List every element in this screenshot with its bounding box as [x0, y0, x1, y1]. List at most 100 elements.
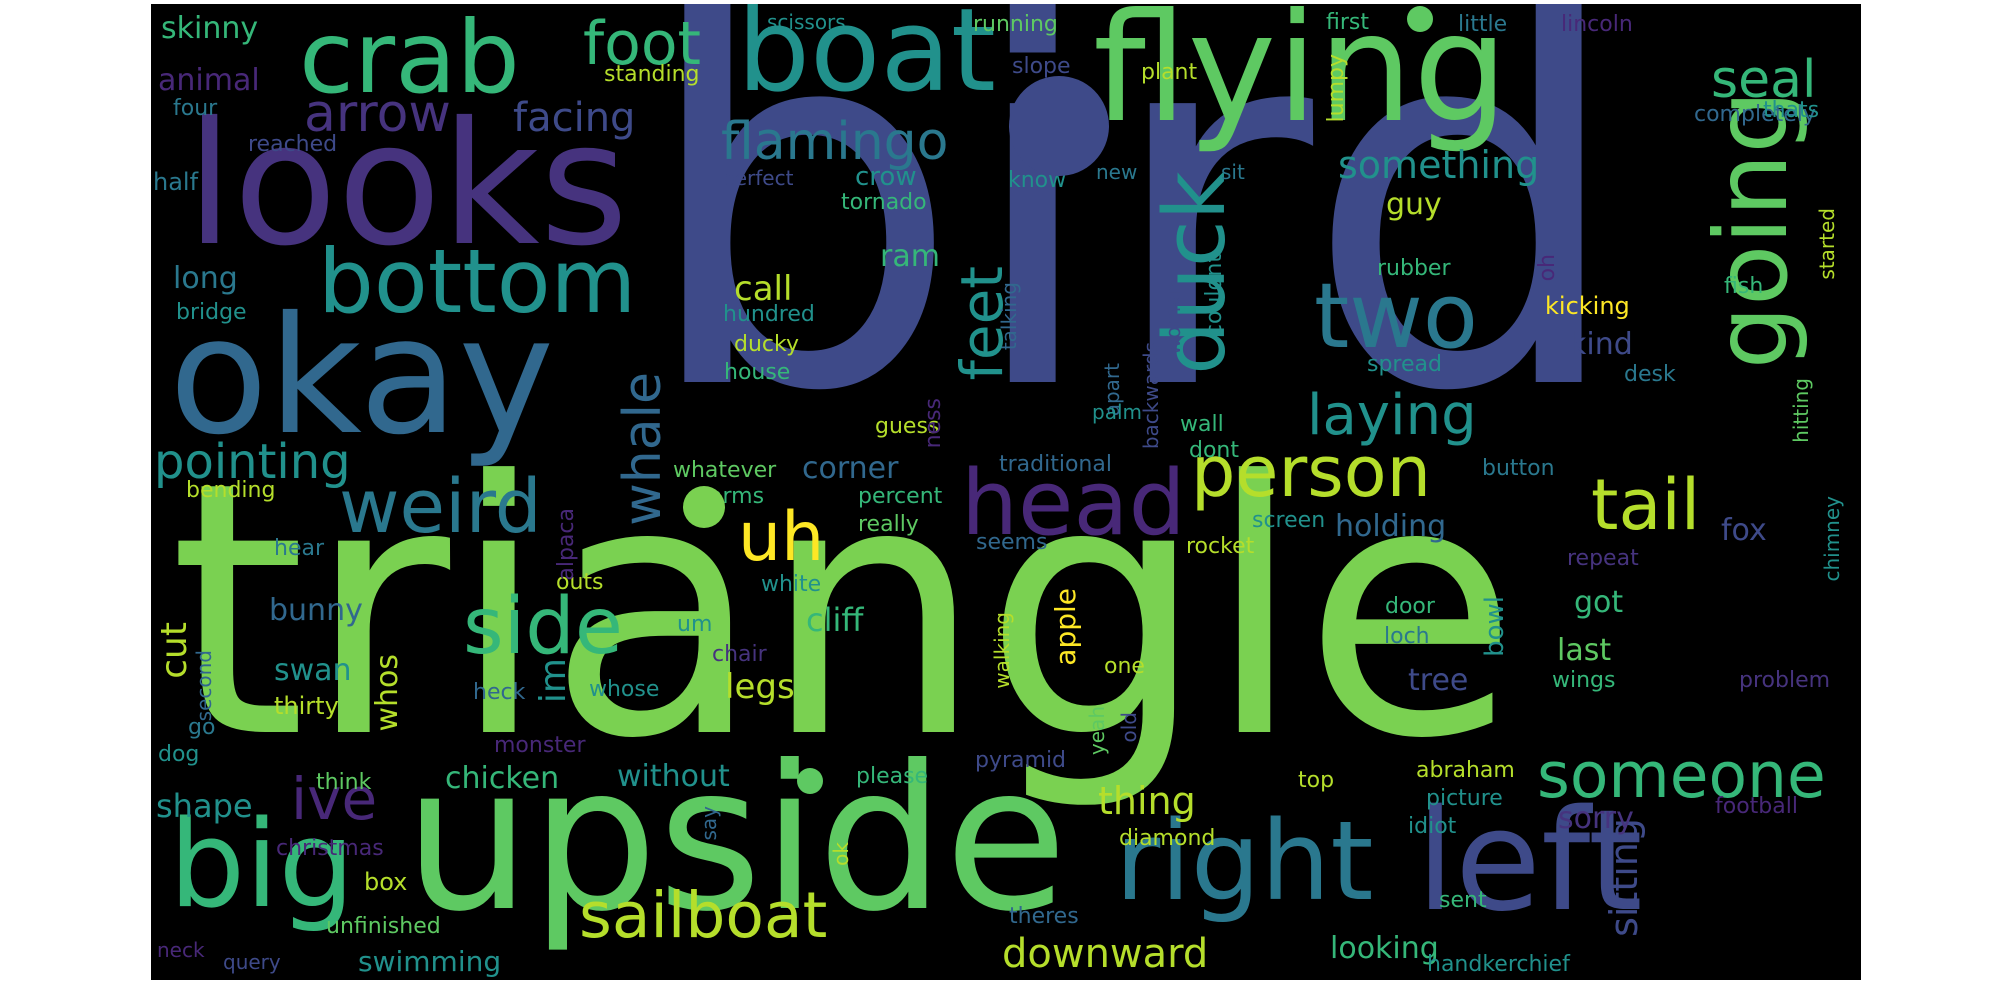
word-dog: dog — [158, 742, 200, 767]
word-ok: ok — [829, 842, 853, 866]
word-half: half — [153, 168, 199, 196]
word-monster: monster — [494, 733, 586, 758]
word-thing: thing — [1098, 779, 1196, 823]
word-kind: kind — [1569, 327, 1633, 362]
word-running: running — [973, 12, 1058, 37]
word-heck: heck — [473, 680, 526, 705]
word-chimney: chimney — [1820, 496, 1844, 582]
word-desk: desk — [1624, 362, 1676, 387]
word-box: box — [364, 868, 408, 896]
word-apple: apple — [1049, 588, 1082, 666]
word-whale: whale — [613, 372, 673, 526]
word-flamingo: flamingo — [721, 112, 949, 172]
word-chair: chair — [712, 642, 767, 667]
word-without: without — [617, 759, 730, 794]
word-kicking: kicking — [1545, 292, 1630, 320]
word-hitting: hitting — [1789, 378, 1813, 443]
word-unfinished: unfinished — [326, 914, 441, 939]
word-thirty: thirty — [274, 692, 339, 720]
word-arrow: arrow — [304, 84, 451, 144]
word-looking: looking — [1330, 931, 1439, 966]
word-whose: whose — [589, 677, 660, 702]
word-lumpy: lumpy — [1324, 54, 1349, 123]
word-first: first — [1326, 10, 1369, 35]
word-white: white — [761, 572, 822, 597]
word-rubber: rubber — [1377, 256, 1451, 281]
word-swan: swan — [274, 653, 352, 688]
word-right: right — [1115, 797, 1374, 925]
word-big: big — [169, 796, 355, 935]
word-sit: sit — [1221, 160, 1245, 184]
word-second: second — [192, 650, 216, 722]
word-little: little — [1458, 12, 1508, 37]
word-swimming: swimming — [358, 945, 502, 978]
word-scissors: scissors — [767, 10, 846, 34]
word-sorry: sorry — [1558, 801, 1634, 836]
word-outs: outs — [556, 570, 604, 595]
word-looks: looks — [186, 86, 629, 284]
word-cloud: bird triangle upside looks okay flying b… — [151, 4, 1861, 980]
word-crow: crow — [855, 162, 917, 192]
word-picture: picture — [1426, 786, 1503, 811]
word-christmas: christmas — [276, 836, 384, 861]
word-woman: woman — [1161, 282, 1185, 356]
word-legs: legs — [725, 667, 795, 707]
word-spread: spread — [1367, 352, 1442, 377]
word-foot: foot — [583, 9, 702, 79]
word-handkerchief: handkerchief — [1427, 952, 1570, 977]
word-pointing: pointing — [154, 434, 351, 490]
word-fish: fish — [1724, 274, 1764, 299]
word-tree: tree — [1408, 663, 1469, 698]
word-dont: dont — [1189, 438, 1239, 463]
word-problem: problem — [1739, 668, 1831, 693]
word-sailboat: sailboat — [579, 879, 828, 952]
word-weird: weird — [339, 464, 542, 550]
word-hundred: hundred — [723, 302, 815, 327]
word-ive: ive — [291, 765, 378, 833]
word-okay: okay — [169, 283, 555, 471]
word-go: go — [188, 715, 216, 740]
word-left: left — [1416, 780, 1643, 943]
word-alpaca: alpaca — [554, 508, 579, 581]
word-football: football — [1715, 794, 1798, 819]
word-backwards: backwards — [1139, 342, 1163, 450]
word-call: call — [734, 269, 793, 309]
word-triangle: triangle — [169, 407, 1519, 815]
word-yeah: yeah — [1085, 706, 1109, 756]
word-bridge: bridge — [176, 300, 247, 325]
word-traditional: traditional — [999, 452, 1112, 477]
word-started: started — [1815, 208, 1839, 280]
word-slope: slope — [1012, 54, 1071, 79]
word-upside: upside — [404, 723, 1068, 956]
word-animal: animal — [158, 63, 260, 98]
word-abraham: abraham — [1416, 758, 1515, 783]
word-guy: guy — [1386, 187, 1442, 222]
word-door: door — [1385, 594, 1435, 619]
word-tornado: tornado — [841, 190, 927, 215]
word-talking: talking — [997, 282, 1021, 351]
word-reached: reached — [248, 132, 338, 157]
word-holding: holding — [1335, 509, 1447, 544]
word-bending: bending — [186, 478, 276, 503]
word-something: something — [1338, 143, 1540, 187]
word-perfect: perfect — [722, 166, 794, 190]
word-house: house — [724, 360, 791, 385]
word-repeat: repeat — [1567, 546, 1639, 571]
word-say: say — [697, 806, 721, 841]
word-tail: tail — [1591, 464, 1701, 546]
word-query: query — [223, 950, 281, 974]
word-corner: corner — [802, 451, 899, 486]
word-lincoln: lincoln — [1561, 12, 1633, 37]
word-thats: thats — [1763, 98, 1820, 123]
word-crab: crab — [299, 4, 520, 116]
word-palm: palm — [1092, 400, 1142, 424]
word-wings: wings — [1552, 668, 1616, 693]
word-head: head — [961, 451, 1186, 556]
word-ram: ram — [880, 239, 940, 274]
word-pyramid: pyramid — [975, 748, 1067, 773]
word-downward: downward — [1002, 931, 1209, 977]
word-screen: screen — [1252, 508, 1326, 533]
flying-i-dot — [1407, 6, 1433, 32]
word-bowl: bowl — [1480, 596, 1510, 657]
word-wall: wall — [1180, 412, 1224, 437]
